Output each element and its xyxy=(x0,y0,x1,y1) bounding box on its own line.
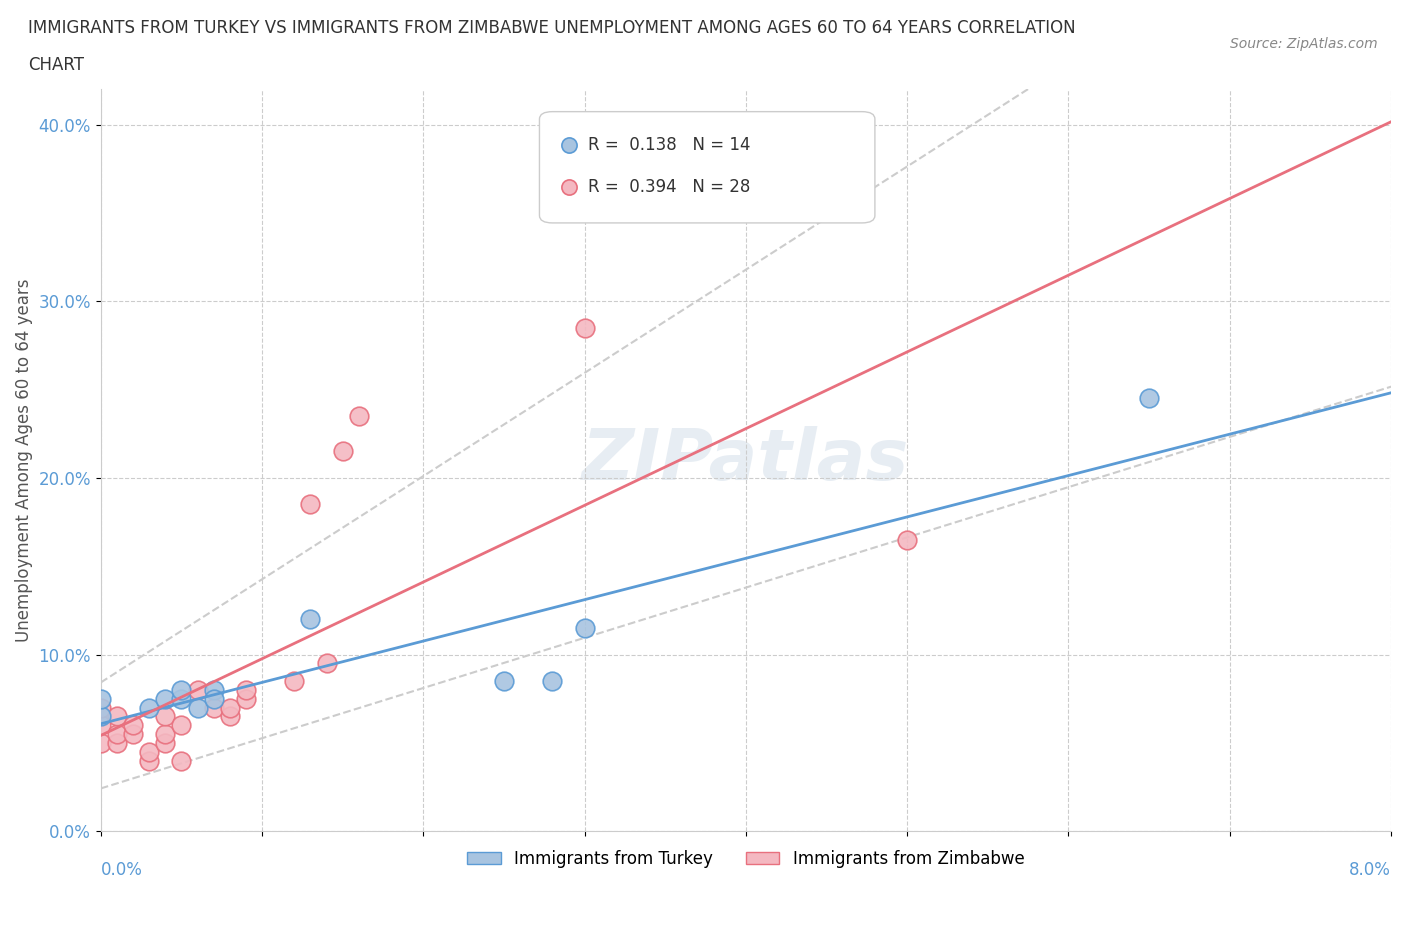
Point xyxy=(155,691,177,706)
Point xyxy=(105,726,128,741)
Point xyxy=(90,709,112,724)
Y-axis label: Unemployment Among Ages 60 to 64 years: Unemployment Among Ages 60 to 64 years xyxy=(15,278,32,642)
Point xyxy=(155,709,177,724)
Point xyxy=(155,736,177,751)
Point xyxy=(299,612,322,627)
Point xyxy=(202,691,225,706)
Point xyxy=(235,683,257,698)
Point xyxy=(90,691,112,706)
Point xyxy=(90,700,112,715)
Text: R =  0.394   N = 28: R = 0.394 N = 28 xyxy=(589,179,751,196)
Point xyxy=(896,532,918,547)
Point xyxy=(122,726,145,741)
Text: Source: ZipAtlas.com: Source: ZipAtlas.com xyxy=(1230,37,1378,51)
Text: ZIPatlas: ZIPatlas xyxy=(582,426,910,495)
Point xyxy=(218,700,240,715)
Point xyxy=(347,408,370,423)
Point xyxy=(138,744,160,759)
Point xyxy=(138,753,160,768)
Text: CHART: CHART xyxy=(28,56,84,73)
Point xyxy=(283,673,305,688)
Point xyxy=(574,620,596,635)
Text: 8.0%: 8.0% xyxy=(1350,861,1391,879)
FancyBboxPatch shape xyxy=(540,112,875,223)
Point xyxy=(122,718,145,733)
Point xyxy=(170,718,193,733)
Point xyxy=(90,736,112,751)
Point xyxy=(170,683,193,698)
Point xyxy=(541,673,564,688)
Point xyxy=(492,673,515,688)
Point xyxy=(105,709,128,724)
Point xyxy=(155,726,177,741)
Point xyxy=(187,683,209,698)
Point xyxy=(574,320,596,335)
Point xyxy=(187,700,209,715)
Legend: Immigrants from Turkey, Immigrants from Zimbabwe: Immigrants from Turkey, Immigrants from … xyxy=(461,844,1031,875)
Point xyxy=(235,691,257,706)
Point xyxy=(332,444,354,458)
Point xyxy=(138,700,160,715)
Point xyxy=(202,683,225,698)
Point xyxy=(170,753,193,768)
Point xyxy=(105,736,128,751)
Text: IMMIGRANTS FROM TURKEY VS IMMIGRANTS FROM ZIMBABWE UNEMPLOYMENT AMONG AGES 60 TO: IMMIGRANTS FROM TURKEY VS IMMIGRANTS FRO… xyxy=(28,19,1076,36)
Point xyxy=(90,718,112,733)
Point xyxy=(299,497,322,512)
Point xyxy=(315,656,337,671)
Point xyxy=(170,691,193,706)
Point xyxy=(218,709,240,724)
Text: 0.0%: 0.0% xyxy=(101,861,142,879)
Text: R =  0.138   N = 14: R = 0.138 N = 14 xyxy=(589,136,751,154)
Point xyxy=(1137,391,1160,405)
Point xyxy=(202,700,225,715)
